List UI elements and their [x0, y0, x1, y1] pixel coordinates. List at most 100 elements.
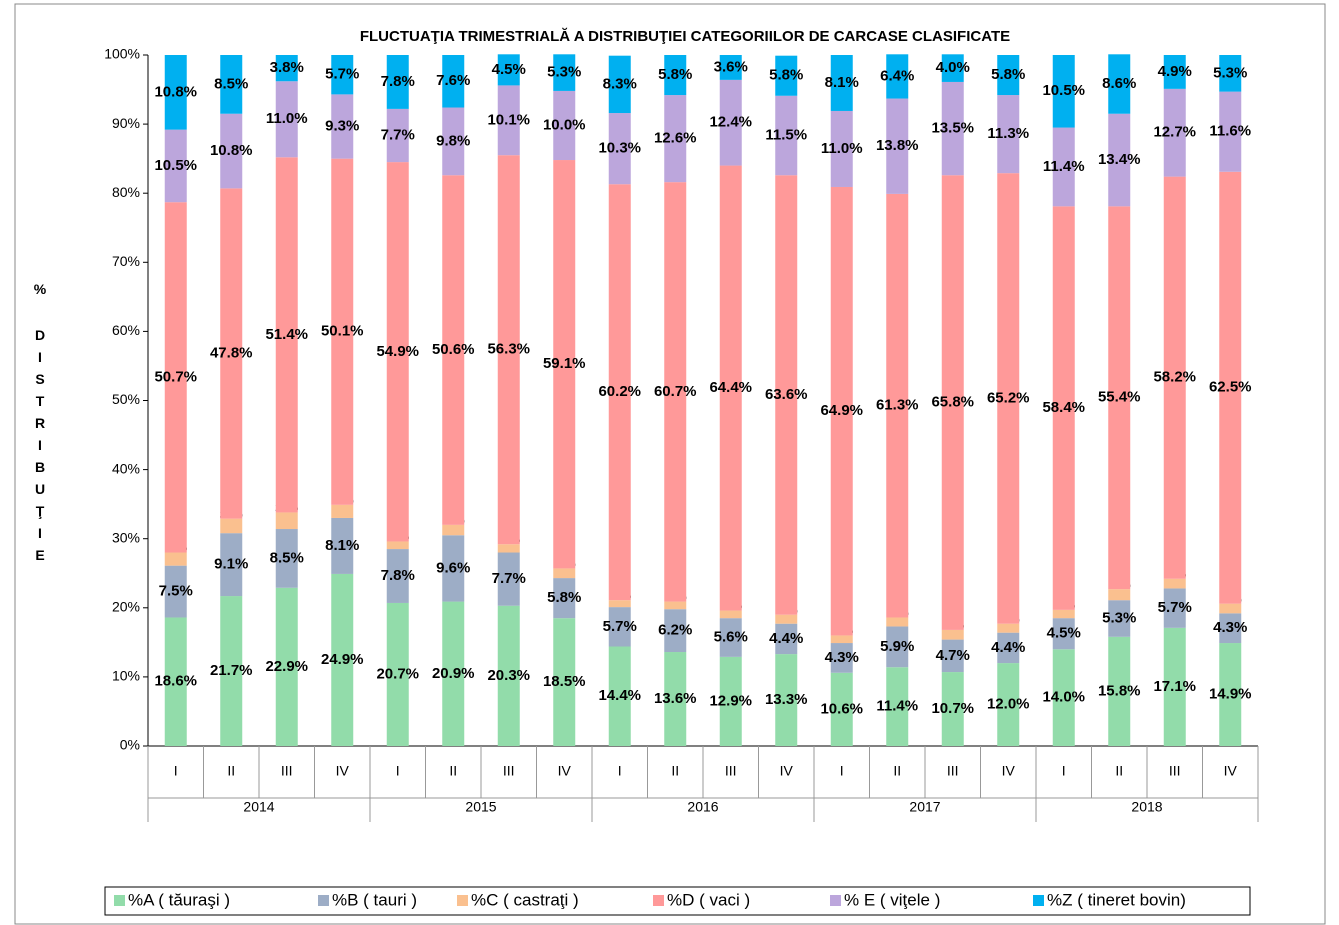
data-label: 7.6%: [436, 72, 470, 89]
data-label: 65.2%: [987, 389, 1030, 406]
bar-segment: [1163, 55, 1186, 89]
x-tick-label: II: [893, 763, 901, 779]
bar-segment: [1219, 643, 1242, 746]
bar-segment: [1219, 91, 1242, 172]
y-tick-label: 0%: [120, 737, 140, 753]
data-label: 11.0%: [266, 110, 308, 127]
x-group-label: 2017: [909, 799, 940, 815]
bar-segment: [886, 98, 909, 194]
x-tick-label: I: [840, 763, 844, 779]
bar-segment: [1052, 206, 1075, 610]
data-label: 13.8%: [876, 137, 919, 154]
data-label: 11.4%: [876, 698, 918, 715]
bar-segment: [775, 654, 798, 746]
bar-segment: [220, 533, 243, 597]
data-label: 5.9%: [880, 638, 914, 655]
data-label: 10.8%: [210, 142, 253, 159]
bar-segment: [1163, 627, 1186, 746]
bar-segment: [1108, 636, 1131, 746]
data-label: 62.5%: [1209, 379, 1252, 396]
y-tick-label: 90%: [112, 115, 140, 131]
data-label: 13.3%: [765, 691, 808, 708]
data-label: 4.3%: [825, 649, 859, 666]
bar-segment: [1052, 55, 1075, 128]
data-label: 18.5%: [543, 673, 586, 690]
bar-segment: [997, 55, 1020, 96]
x-tick-label: III: [947, 763, 959, 779]
legend-label: %Z ( tineret bovin): [1047, 890, 1186, 909]
data-label: 22.9%: [265, 658, 308, 675]
bar-segment: [442, 535, 465, 602]
data-label: 4.4%: [769, 630, 803, 647]
bar-segment: [1163, 176, 1186, 579]
bar-segment: [386, 55, 409, 109]
bar-segment: [941, 672, 964, 746]
x-tick-label: II: [227, 763, 235, 779]
bar-segment: [1219, 603, 1242, 614]
bar-segment: [164, 55, 187, 130]
bar-segment: [331, 94, 354, 159]
x-tick-label: IV: [780, 763, 794, 779]
data-label: 5.7%: [325, 66, 359, 83]
bar-segment: [830, 55, 853, 111]
bar-segment: [830, 110, 853, 187]
x-tick-label: IV: [558, 763, 572, 779]
bar-segment: [553, 90, 576, 161]
y-tick-label: 70%: [112, 253, 140, 269]
bar-segment: [941, 639, 964, 673]
bar-segment: [220, 188, 243, 519]
data-label: 14.0%: [1042, 689, 1085, 706]
y-tick-label: 50%: [112, 391, 140, 407]
bar-segment: [386, 541, 409, 550]
bar-segment: [442, 524, 465, 536]
bar-segment: [497, 85, 520, 156]
bar-segment: [220, 518, 243, 534]
bar-segment: [331, 158, 354, 505]
x-tick-label: IV: [336, 763, 350, 779]
x-group-label: 2018: [1131, 799, 1162, 815]
data-label: 9.1%: [214, 556, 248, 573]
legend-label: %C ( castraţi ): [471, 890, 579, 909]
data-label: 50.7%: [154, 368, 197, 385]
data-label: 9.3%: [325, 117, 359, 134]
data-label: 7.8%: [381, 567, 415, 584]
data-label: 10.8%: [154, 83, 197, 100]
bar-segment: [220, 596, 243, 746]
legend-swatch: [1033, 895, 1044, 906]
bar-segment: [1108, 206, 1131, 590]
bar-segment: [386, 602, 409, 746]
data-label: 55.4%: [1098, 389, 1141, 406]
x-tick-label: III: [503, 763, 515, 779]
data-label: 47.8%: [210, 344, 253, 361]
bar-segment: [886, 54, 909, 99]
data-label: 11.0%: [821, 140, 863, 157]
legend-swatch: [114, 895, 125, 906]
data-label: 4.5%: [1047, 625, 1081, 642]
data-label: 12.0%: [987, 696, 1030, 713]
x-group-label: 2014: [243, 799, 274, 815]
data-label: 50.6%: [432, 341, 475, 358]
bar-segment: [386, 108, 409, 163]
data-label: 18.6%: [154, 673, 197, 690]
chart-title: FLUCTUAŢIA TRIMESTRIALĂ A DISTRIBUŢIEI C…: [360, 28, 1010, 45]
bar-segment: [553, 160, 576, 569]
bar-segment: [830, 635, 853, 644]
bar-segment: [719, 165, 742, 611]
data-label: 51.4%: [265, 326, 308, 343]
bar-segment: [608, 607, 631, 647]
bar-segment: [830, 186, 853, 636]
bar-segment: [442, 107, 465, 176]
legend: [104, 886, 1251, 916]
data-label: 5.3%: [1213, 64, 1247, 81]
bar-segment: [997, 663, 1020, 746]
bar-segment: [664, 601, 687, 610]
bar-segment: [1219, 55, 1242, 92]
bar-segment: [719, 55, 742, 80]
bar-segment: [886, 626, 909, 668]
bar-segment: [442, 175, 465, 525]
bar-segment: [497, 54, 520, 86]
y-tick-label: 60%: [112, 322, 140, 338]
legend-label: %B ( tauri ): [332, 890, 417, 909]
bar-segment: [608, 184, 631, 601]
data-label: 7.8%: [381, 73, 415, 90]
